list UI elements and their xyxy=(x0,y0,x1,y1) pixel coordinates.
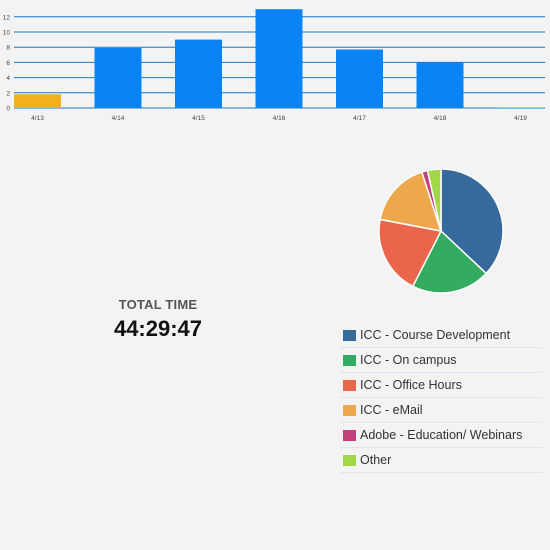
y-tick-label: 12 xyxy=(3,14,11,21)
legend-label: ICC - On campus xyxy=(360,353,457,367)
legend-swatch xyxy=(343,354,356,366)
legend-label: ICC - eMail xyxy=(360,403,423,417)
bar[interactable] xyxy=(336,49,383,108)
legend-label: Other xyxy=(360,453,392,467)
legend-swatch xyxy=(343,454,356,466)
x-tick-label: 4/16 xyxy=(273,115,286,122)
legend-item[interactable]: ICC - On campus xyxy=(340,348,542,373)
legend-label: ICC - Office Hours xyxy=(360,378,462,392)
pie-slice[interactable] xyxy=(379,171,443,232)
legend-item[interactable]: ICC - Office Hours xyxy=(340,373,542,398)
y-tick-label: 0 xyxy=(6,106,10,113)
pie-slice[interactable] xyxy=(411,229,488,294)
bar[interactable] xyxy=(416,62,464,108)
total-time-label: TOTAL TIME xyxy=(118,297,198,312)
bar[interactable] xyxy=(497,107,544,108)
legend-swatch xyxy=(343,329,356,341)
y-tick-label: 8 xyxy=(6,45,10,52)
bar[interactable] xyxy=(94,47,142,108)
pie-slice[interactable] xyxy=(440,168,504,275)
x-tick-label: 4/19 xyxy=(514,115,527,122)
x-tick-label: 4/17 xyxy=(353,115,366,122)
total-time-value: 44:29:47 xyxy=(113,316,203,341)
bar[interactable] xyxy=(175,39,222,108)
bar[interactable] xyxy=(255,9,303,109)
bar-chart: 0 2 4 6 8 10 12 4/13 4/14 4/15 4/16 4/17 4/18 4/19 xyxy=(3,9,545,122)
x-tick-label: 4/15 xyxy=(192,115,205,122)
x-tick-label: 4/18 xyxy=(434,115,447,122)
y-tick-label: 2 xyxy=(6,90,10,97)
total-time-block: TOTAL TIME 44:29:47 xyxy=(88,297,228,342)
pie-legend: ICC - Course Development ICC - On campus… xyxy=(340,323,542,473)
legend-item[interactable]: ICC - Course Development xyxy=(340,323,542,348)
bar[interactable] xyxy=(14,94,61,108)
legend-item[interactable]: ICC - eMail xyxy=(340,398,542,423)
y-tick-label: 6 xyxy=(6,60,10,67)
y-tick-label: 4 xyxy=(6,75,10,82)
legend-label: Adobe - Education/ Webinars xyxy=(360,428,523,442)
y-tick-label: 10 xyxy=(3,30,11,37)
legend-item[interactable]: Adobe - Education/ Webinars xyxy=(340,423,542,448)
legend-swatch xyxy=(343,379,356,391)
legend-swatch xyxy=(343,404,356,416)
legend-item[interactable]: Other xyxy=(340,448,542,473)
x-tick-label: 4/14 xyxy=(112,115,125,122)
legend-swatch xyxy=(343,429,356,441)
legend-label: ICC - Course Development xyxy=(360,328,511,342)
x-tick-label: 4/13 xyxy=(31,115,44,122)
pie-slice[interactable] xyxy=(378,218,443,288)
pie-slice[interactable] xyxy=(426,168,442,232)
pie-chart xyxy=(378,168,504,294)
